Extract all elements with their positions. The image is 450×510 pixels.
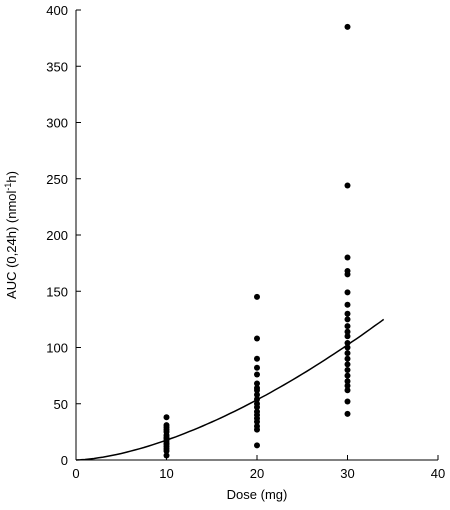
data-point [344, 289, 351, 296]
data-point [344, 316, 351, 323]
data-point [254, 387, 260, 394]
data-point [344, 323, 351, 330]
data-point [344, 398, 351, 405]
y-tick-label: 250 [46, 172, 68, 187]
data-point [344, 182, 351, 189]
data-point [254, 426, 260, 433]
fit-curve [75, 318, 385, 461]
y-tick-label: 300 [46, 116, 68, 131]
data-point [254, 442, 260, 449]
y-tick-label: 200 [46, 228, 68, 243]
data-point [344, 382, 351, 389]
data-point [254, 380, 260, 387]
fit-curve-group [75, 318, 385, 461]
data-point [344, 350, 351, 357]
data-point [344, 340, 351, 346]
x-tick-label: 20 [250, 466, 264, 481]
x-tick-label: 30 [340, 466, 354, 481]
y-tick-label: 50 [54, 397, 68, 412]
data-point [254, 355, 260, 362]
data-point [344, 310, 351, 317]
data-point [344, 301, 351, 308]
x-axis-title: Dose (mg) [227, 487, 288, 502]
data-point [344, 333, 351, 340]
data-point [344, 271, 351, 278]
data-point [344, 23, 351, 30]
data-point [254, 364, 260, 371]
data-point [163, 452, 170, 459]
y-tick-label: 400 [46, 3, 68, 18]
data-point [344, 378, 351, 385]
x-tick-label: 10 [159, 466, 173, 481]
data-point [254, 396, 260, 403]
data-point [254, 391, 260, 398]
y-tick-label: 150 [46, 284, 68, 299]
y-axis-title-main: AUC (0,24h) (nmol [4, 190, 19, 298]
data-point [344, 344, 351, 351]
x-tick-label: 0 [72, 466, 79, 481]
data-point [344, 410, 351, 417]
y-axis-title-superscript: -1 [3, 183, 13, 191]
y-axis-title: AUC (0,24h) (nmol-1h) [3, 171, 19, 299]
data-point [254, 404, 260, 411]
data-point [344, 355, 351, 362]
y-tick-label: 0 [61, 453, 68, 468]
y-tick-label: 350 [46, 59, 68, 74]
data-point [344, 367, 351, 373]
data-point [254, 371, 260, 378]
data-point [254, 293, 260, 300]
data-point [344, 387, 351, 394]
data-point [163, 448, 170, 454]
data-point [344, 254, 351, 261]
data-point [163, 414, 170, 421]
x-tick-label: 40 [431, 466, 445, 481]
data-point [254, 335, 260, 342]
data-point [344, 361, 351, 368]
data-point [254, 418, 260, 425]
y-tick-label: 100 [46, 341, 68, 356]
y-axis-title-suffix: h) [4, 171, 19, 183]
data-point [344, 328, 351, 335]
data-points [163, 23, 351, 459]
data-point [344, 372, 351, 379]
